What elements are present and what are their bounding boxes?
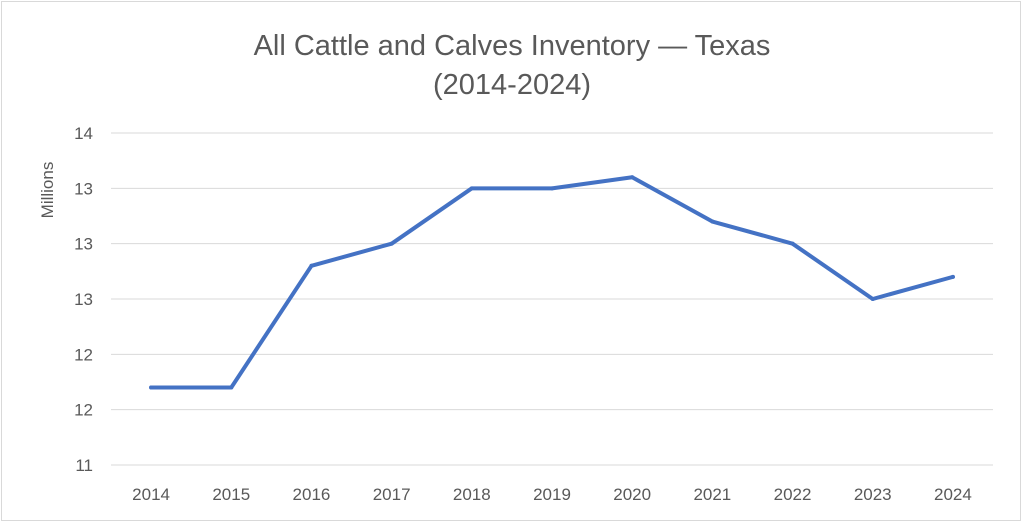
- data-point: [389, 241, 394, 246]
- y-tick-label: 11: [75, 456, 93, 475]
- x-tick-label: 2022: [774, 485, 812, 504]
- data-point: [229, 385, 234, 390]
- data-point: [710, 219, 715, 224]
- x-tick-label: 2023: [854, 485, 892, 504]
- x-tick-label: 2024: [934, 485, 972, 504]
- data-point: [870, 297, 875, 301]
- x-tick-label: 2018: [453, 485, 491, 504]
- y-tick-label: 13: [74, 290, 93, 309]
- series-line: [149, 175, 955, 390]
- data-point: [630, 175, 635, 180]
- x-tick-label: 2019: [533, 485, 571, 504]
- y-tick-label: 13: [74, 179, 93, 198]
- data-point: [950, 274, 955, 279]
- x-tick-label: 2015: [212, 485, 250, 504]
- y-tick-label: 13: [74, 235, 93, 254]
- data-point: [149, 385, 154, 390]
- x-tick-label: 2016: [293, 485, 331, 504]
- chart-title: All Cattle and Calves Inventory — Texas: [253, 30, 771, 62]
- x-tick-label: 2014: [132, 485, 170, 504]
- y-tick-label: 14: [74, 124, 93, 143]
- chart-subtitle: (2014-2024): [433, 69, 591, 101]
- x-tick-label: 2020: [613, 485, 651, 504]
- data-point: [550, 186, 554, 191]
- data-point: [469, 186, 474, 191]
- y-tick-label: 12: [74, 345, 93, 364]
- data-point: [790, 241, 795, 246]
- data-point: [309, 263, 314, 268]
- x-tick-label: 2021: [693, 485, 731, 504]
- x-tick-label: 2017: [373, 485, 411, 504]
- y-tick-label: 12: [74, 401, 93, 420]
